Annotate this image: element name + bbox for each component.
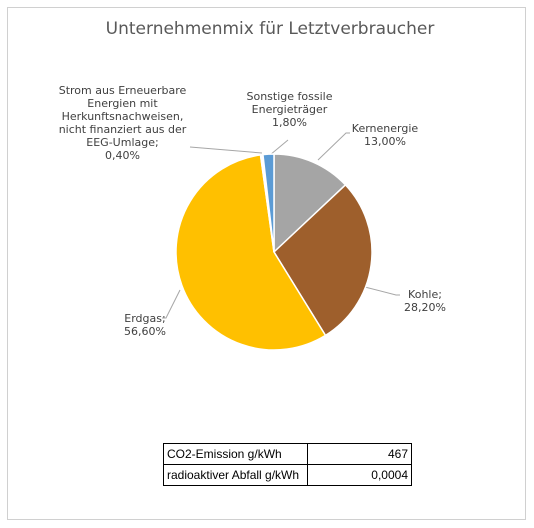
category-label: Erdgas;	[124, 312, 166, 325]
category-label: Strom aus Erneuerbare Energien mit Herku…	[58, 84, 187, 149]
table-cell: 0,0004	[307, 464, 412, 486]
leader-line	[356, 284, 400, 296]
data-label: Erdgas; 56,60%	[100, 312, 190, 338]
pie-slice	[273, 183, 373, 337]
table-cell: 467	[307, 443, 412, 465]
leader-line	[317, 132, 350, 161]
value-label: 13,00%	[364, 135, 406, 148]
data-label: Sonstige fossile Energieträger 1,80%	[232, 90, 347, 129]
category-label: Kernenergie	[351, 122, 419, 135]
pie-slice	[262, 153, 275, 253]
emission-table: CO2-Emission g/kWh 467 radioaktiver Abfal…	[163, 443, 412, 486]
value-label: 0,40%	[105, 149, 140, 162]
data-label: Kernenergie 13,00%	[335, 122, 435, 148]
table-row: CO2-Emission g/kWh 467	[163, 443, 412, 465]
pie-slice	[175, 154, 327, 351]
value-label: 56,60%	[124, 325, 166, 338]
table-cell: radioaktiver Abfall g/kWh	[163, 464, 308, 486]
table-row: radioaktiver Abfall g/kWh 0,0004	[163, 464, 412, 486]
leader-line	[162, 289, 181, 319]
pie-slice	[273, 153, 347, 254]
leader-lines	[162, 132, 400, 319]
data-label: Kohle; 28,20%	[380, 288, 470, 314]
value-label: 1,80%	[272, 116, 307, 129]
table-cell: CO2-Emission g/kWh	[163, 443, 308, 465]
data-label: Strom aus Erneuerbare Energien mit Herku…	[50, 84, 195, 162]
value-label: 28,20%	[404, 301, 446, 314]
category-label: Kohle;	[408, 288, 442, 301]
chart-title: Unternehmenmix für Letztverbraucher	[106, 19, 435, 39]
leader-line	[189, 146, 263, 154]
category-label: Sonstige fossile Energieträger	[246, 90, 333, 116]
leader-line	[269, 139, 289, 156]
